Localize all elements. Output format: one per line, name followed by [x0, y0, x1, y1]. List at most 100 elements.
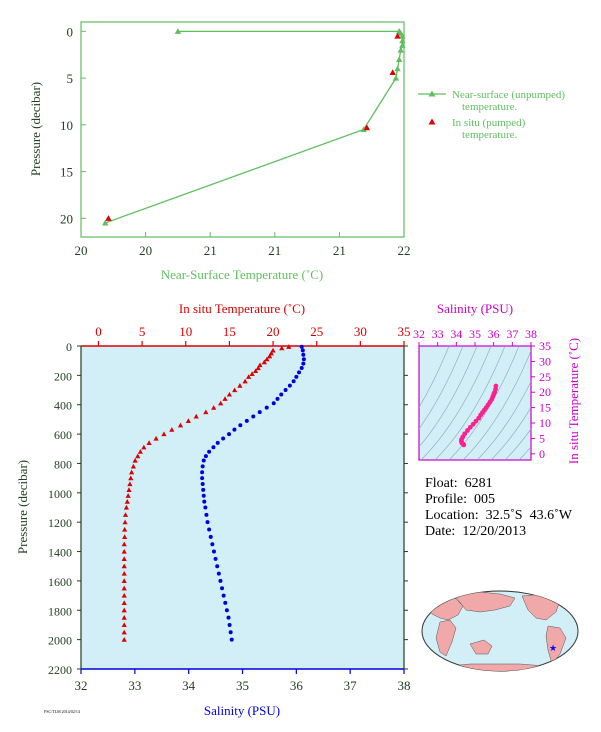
salinity-point	[301, 352, 306, 357]
salinity-point	[271, 401, 276, 406]
pressure-tick-label: 1200	[48, 516, 72, 530]
pressure-tick-label: 1000	[48, 487, 72, 501]
temperature-point	[135, 453, 141, 459]
ts-point	[493, 383, 499, 389]
ts-point	[462, 431, 468, 437]
salinity-tick-label: 35	[236, 678, 249, 693]
y-tick-label: 0	[67, 24, 74, 39]
salinity-point	[223, 600, 228, 605]
salinity-tick-label: 36	[290, 678, 304, 693]
salinity-tick-label: 32	[75, 678, 88, 693]
y-tick-label: 15	[60, 165, 73, 180]
temperature-point	[252, 368, 259, 374]
salinity-point	[201, 493, 206, 498]
legend-marker-in-situ	[428, 118, 436, 125]
temp-tick-label: 25	[310, 324, 323, 339]
temperature-point	[121, 570, 127, 576]
temperature-point	[122, 519, 128, 525]
density-contour	[518, 446, 531, 460]
salinity-point	[211, 549, 216, 554]
ts-y-tick-label: 0	[539, 447, 545, 461]
float-location-marker: ★	[549, 643, 557, 653]
density-contour	[434, 346, 506, 460]
temperature-point	[203, 409, 209, 415]
temperature-point	[268, 350, 274, 356]
temperature-point	[130, 463, 136, 469]
near-surface-plot-area	[80, 21, 405, 238]
salinity-point	[264, 405, 269, 410]
salinity-point	[208, 534, 213, 539]
salinity-point	[294, 374, 299, 379]
temperature-point	[185, 418, 191, 423]
temperature-point	[124, 499, 130, 504]
temperature-point	[121, 548, 127, 554]
temperature-point	[127, 481, 133, 487]
temperature-point	[211, 405, 217, 410]
ts-y-tick-label: 10	[539, 416, 551, 430]
ts-salinity-label: Salinity (PSU)	[437, 301, 513, 316]
salinity-point	[200, 464, 205, 469]
map-africa	[435, 619, 457, 657]
temperature-point	[222, 396, 228, 401]
pressure-axis-label: Pressure (decibar)	[15, 460, 30, 554]
float-id: Float: 6281	[425, 476, 493, 491]
salinity-point	[226, 615, 231, 620]
salinity-point	[211, 445, 216, 450]
salinity-axis-label: Salinity (PSU)	[204, 703, 280, 718]
ts-point	[470, 421, 476, 427]
salinity-point	[257, 410, 262, 415]
density-contour	[462, 349, 531, 460]
temperature-point	[125, 493, 131, 498]
ts-point	[467, 424, 473, 430]
temperature-point	[279, 345, 285, 351]
salinity-point	[207, 527, 212, 532]
in-situ-point	[389, 69, 396, 76]
float-info: Float: 6281 Profile: 005 Location: 32.5˚…	[425, 476, 572, 540]
salinity-point	[244, 418, 249, 423]
salinity-point	[210, 542, 215, 547]
salinity-point	[200, 482, 205, 487]
pressure-tick-label: 0	[66, 340, 72, 354]
temperature-point	[121, 563, 127, 569]
temperature-point	[121, 556, 127, 561]
salinity-point	[300, 348, 305, 353]
density-contour	[490, 406, 531, 460]
density-contour	[420, 346, 492, 460]
salinity-point	[287, 383, 292, 388]
near-surface-point	[399, 42, 406, 48]
temperature-point	[270, 347, 276, 353]
ts-x-tick-label: 33	[432, 327, 444, 341]
salinity-point	[224, 608, 229, 613]
salinity-point	[238, 423, 243, 428]
temperature-point	[266, 353, 273, 359]
near-surface-y-ticks: 0 5 10 15 20	[60, 24, 86, 226]
legend-marker-near-surface	[428, 90, 436, 97]
near-surface-y-label: Pressure (decibar)	[28, 82, 43, 176]
pressure-tick-label: 1800	[48, 604, 72, 618]
temp-tick-label: 20	[267, 324, 280, 339]
x-tick-label: 21	[333, 243, 346, 258]
salinity-ticks: 32 33 34 35 36 37 38	[75, 669, 411, 693]
ts-points	[458, 383, 499, 448]
in-situ-point	[105, 215, 112, 221]
profile-chart: 0 5 10 15 20 25 30 35 32 33 34 35 36 37 38 0 200 400 600…	[15, 301, 411, 718]
temperature-point	[255, 365, 261, 371]
salinity-profile-series	[200, 344, 306, 642]
salinity-point	[221, 593, 226, 598]
profile-plot-area	[81, 346, 404, 669]
temperature-point	[177, 422, 184, 428]
location-map: ★	[421, 590, 579, 672]
temp-tick-label: 0	[95, 324, 102, 339]
salinity-point	[202, 499, 207, 504]
near-surface-point	[394, 65, 401, 72]
temperature-point	[122, 526, 128, 532]
salinity-point	[215, 440, 220, 445]
x-tick-label: 21	[204, 243, 217, 258]
ts-point	[473, 418, 479, 424]
temperature-point	[121, 585, 127, 591]
ts-salinity-ticks: 32 33 34 35 36 37 38	[413, 327, 537, 346]
x-tick-label: 21	[268, 243, 281, 258]
density-contour	[504, 428, 531, 460]
